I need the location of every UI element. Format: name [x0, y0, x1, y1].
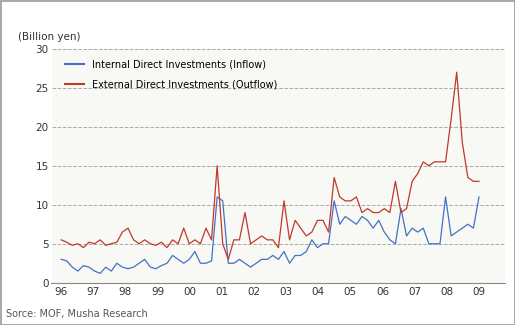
Text: Sorce: MOF, Musha Research: Sorce: MOF, Musha Research	[6, 309, 148, 319]
Legend: Internal Direct Investments (Inflow), External Direct Investments (Outflow): Internal Direct Investments (Inflow), Ex…	[61, 56, 281, 94]
Text: (Billion yen): (Billion yen)	[18, 32, 80, 42]
Text: Figure 7: Japan’s Foreign Direct Investments and External Direct Investments: Figure 7: Japan’s Foreign Direct Investm…	[6, 14, 508, 24]
